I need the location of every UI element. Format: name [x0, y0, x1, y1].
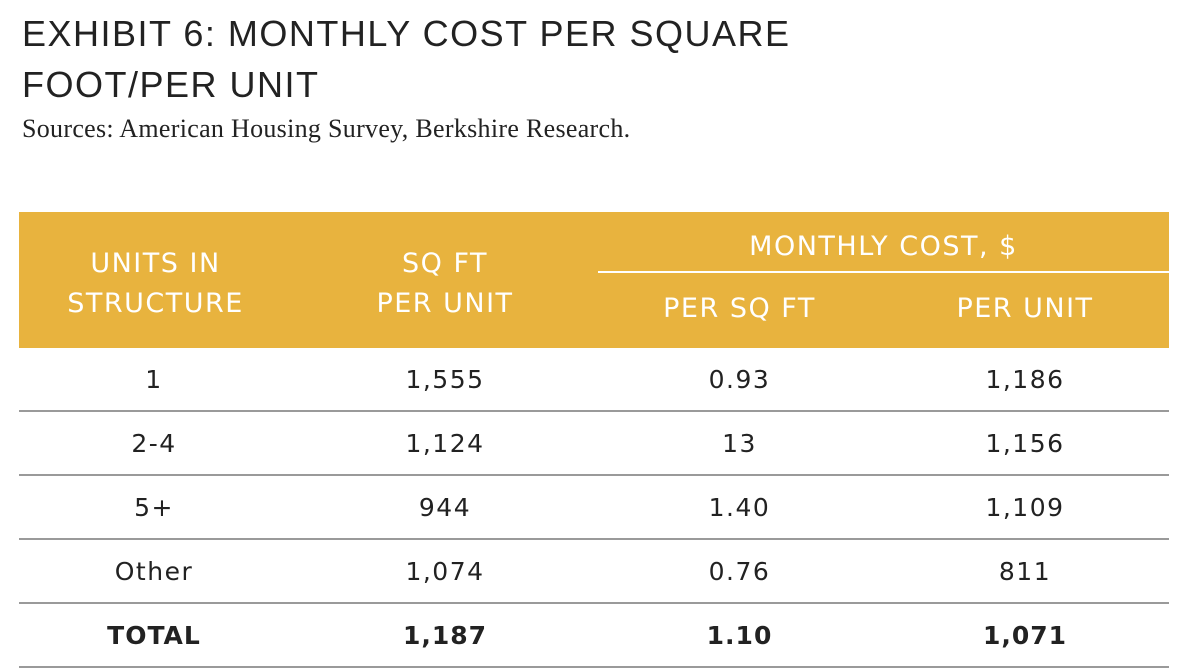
header-monthly-cost-group: MONTHLY COST, $ — [598, 212, 1169, 273]
cell-sqft: 1,074 — [292, 539, 598, 604]
table-body: 1 1,555 0.93 1,186 2-4 1,124 13 1,156 5+… — [19, 348, 1169, 668]
exhibit-title-line1: EXHIBIT 6: MONTHLY COST PER SQUARE — [22, 13, 791, 54]
cell-total-sqft: 1,187 — [292, 603, 598, 668]
cell-total-per-sqft: 1.10 — [598, 603, 881, 668]
cell-per-sqft: 0.76 — [598, 539, 881, 604]
cell-per-unit: 1,109 — [881, 475, 1169, 540]
cell-per-sqft: 1.40 — [598, 475, 881, 540]
cell-units: 5+ — [19, 475, 292, 540]
exhibit-title-line2: FOOT/PER UNIT — [22, 64, 320, 105]
cell-per-sqft: 13 — [598, 411, 881, 476]
cell-sqft: 944 — [292, 475, 598, 540]
sources-note: Sources: American Housing Survey, Berksh… — [22, 114, 631, 143]
header-per-unit: PER UNIT — [881, 272, 1169, 348]
cell-sqft: 1,124 — [292, 411, 598, 476]
table-row: 1 1,555 0.93 1,186 — [19, 348, 1169, 412]
header-sq-ft-per-unit: SQ FT PER UNIT — [292, 212, 598, 348]
exhibit-title: EXHIBIT 6: MONTHLY COST PER SQUARE FOOT/… — [22, 8, 922, 110]
table-row: 2-4 1,124 13 1,156 — [19, 411, 1169, 476]
cell-units: 2-4 — [19, 411, 292, 476]
cell-units: Other — [19, 539, 292, 604]
cell-total-per-unit: 1,071 — [881, 603, 1169, 668]
table-header: UNITS IN STRUCTURE SQ FT PER UNIT MONTHL… — [19, 212, 1169, 348]
cell-per-sqft: 0.93 — [598, 348, 881, 412]
header-per-sq-ft: PER SQ FT — [598, 272, 881, 348]
header-group-divider — [598, 270, 1169, 273]
table-row: Other 1,074 0.76 811 — [19, 539, 1169, 604]
table-row: 5+ 944 1.40 1,109 — [19, 475, 1169, 540]
cell-units: 1 — [19, 348, 292, 412]
table-total-row: TOTAL 1,187 1.10 1,071 — [19, 603, 1169, 668]
cell-per-unit: 1,156 — [881, 411, 1169, 476]
cell-sqft: 1,555 — [292, 348, 598, 412]
cell-total-label: TOTAL — [19, 603, 292, 668]
cell-per-unit: 811 — [881, 539, 1169, 604]
cost-table-container: UNITS IN STRUCTURE SQ FT PER UNIT MONTHL… — [19, 212, 1169, 668]
header-units-in-structure: UNITS IN STRUCTURE — [19, 212, 292, 348]
cell-per-unit: 1,186 — [881, 348, 1169, 412]
cost-table: UNITS IN STRUCTURE SQ FT PER UNIT MONTHL… — [19, 212, 1169, 668]
